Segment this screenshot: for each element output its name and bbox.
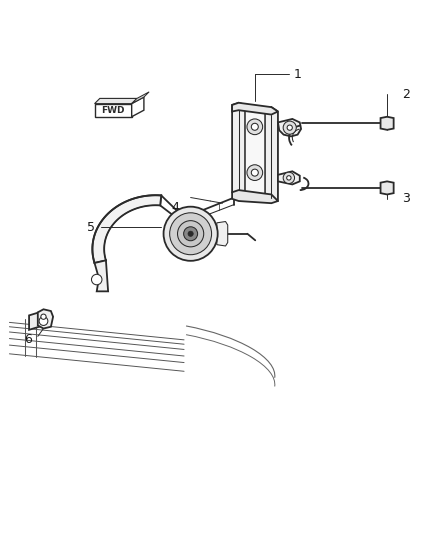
Polygon shape bbox=[232, 103, 278, 115]
Polygon shape bbox=[29, 312, 39, 330]
Circle shape bbox=[251, 169, 258, 176]
Circle shape bbox=[177, 221, 204, 247]
Circle shape bbox=[41, 314, 46, 319]
Polygon shape bbox=[265, 107, 278, 201]
Circle shape bbox=[188, 231, 193, 236]
Polygon shape bbox=[217, 222, 228, 246]
Polygon shape bbox=[232, 190, 278, 203]
Text: 5: 5 bbox=[87, 221, 95, 233]
Polygon shape bbox=[132, 97, 144, 117]
Circle shape bbox=[184, 227, 198, 241]
Circle shape bbox=[251, 123, 258, 130]
Polygon shape bbox=[95, 99, 137, 103]
Polygon shape bbox=[38, 309, 53, 328]
Circle shape bbox=[170, 213, 212, 255]
Circle shape bbox=[283, 121, 296, 134]
Polygon shape bbox=[278, 119, 301, 136]
Polygon shape bbox=[132, 92, 149, 103]
Text: 2: 2 bbox=[403, 87, 410, 101]
Text: 6: 6 bbox=[24, 333, 32, 346]
Polygon shape bbox=[381, 117, 394, 130]
Circle shape bbox=[92, 274, 102, 285]
Polygon shape bbox=[95, 103, 132, 117]
Text: FWD: FWD bbox=[101, 106, 125, 115]
Polygon shape bbox=[381, 181, 394, 195]
Polygon shape bbox=[245, 108, 265, 198]
Circle shape bbox=[247, 165, 263, 181]
Circle shape bbox=[287, 125, 292, 130]
Circle shape bbox=[283, 172, 294, 183]
Polygon shape bbox=[95, 260, 108, 292]
Circle shape bbox=[39, 317, 48, 326]
Polygon shape bbox=[278, 171, 300, 184]
Circle shape bbox=[247, 119, 263, 135]
Circle shape bbox=[287, 176, 291, 180]
Text: 3: 3 bbox=[403, 192, 410, 205]
Text: 1: 1 bbox=[294, 68, 302, 81]
Circle shape bbox=[163, 207, 218, 261]
Polygon shape bbox=[232, 103, 245, 199]
Text: 4: 4 bbox=[171, 200, 179, 214]
Polygon shape bbox=[92, 195, 161, 263]
